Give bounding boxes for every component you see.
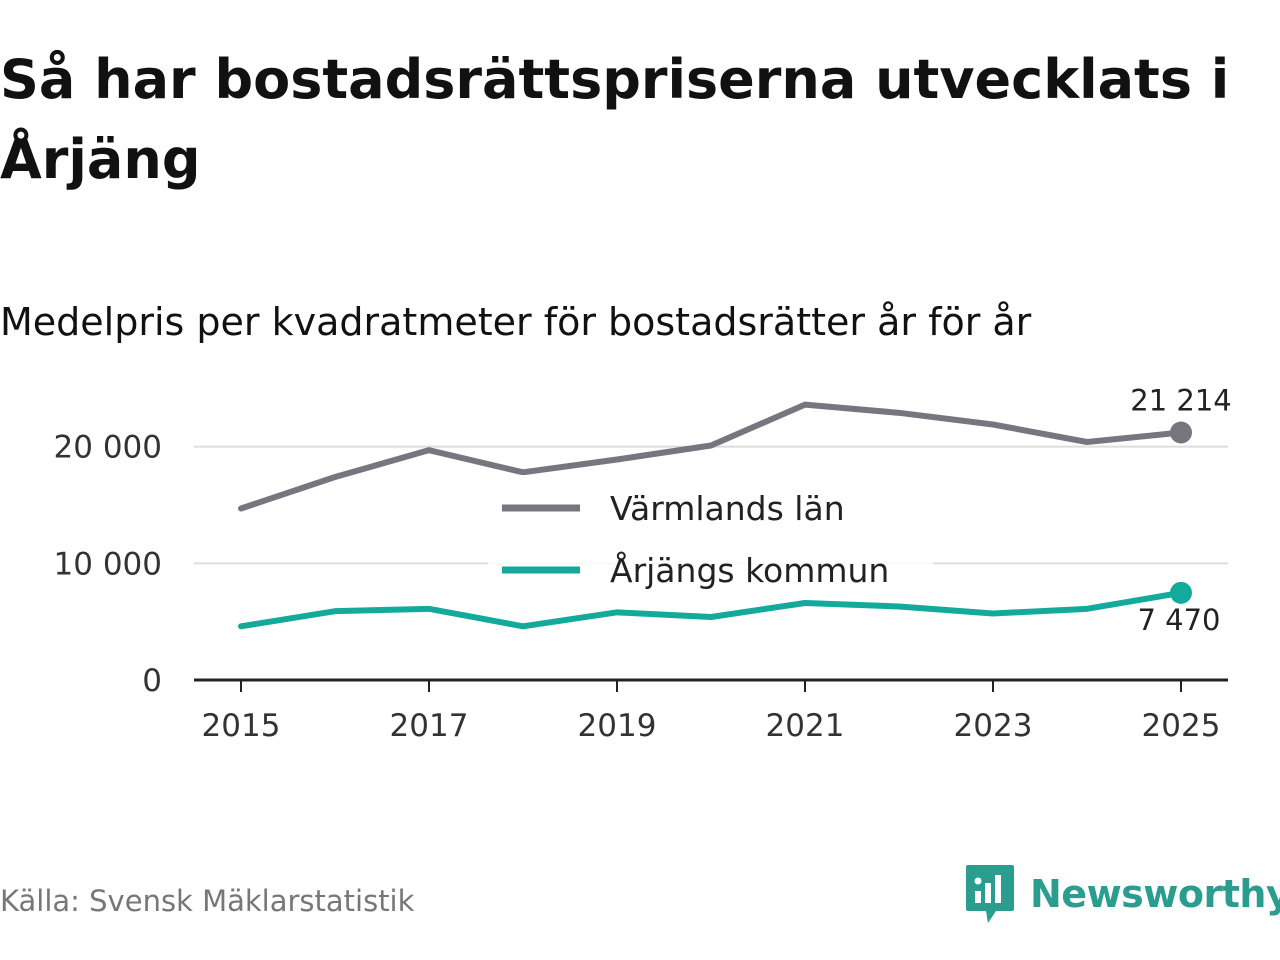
- end-label-arjangs-kommun: 7 470: [1137, 603, 1220, 637]
- newsworthy-logo-icon: [966, 865, 1014, 923]
- series-lines: [238, 401, 1192, 630]
- legend-label: Värmlands län: [610, 489, 845, 528]
- source-note: Källa: Svensk Mäklarstatistik: [0, 884, 415, 918]
- series-line-arjangs-kommun: [238, 589, 1184, 630]
- x-tick-label: 2015: [202, 708, 281, 744]
- end-label-varmlands-lan: 21 214: [1130, 384, 1231, 418]
- brand-logo: Newsworthy: [964, 862, 1280, 926]
- end-labels: 21 214 7 470: [1130, 384, 1231, 637]
- y-tick-label: 0: [142, 663, 162, 699]
- chart-subtitle: Medelpris per kvadratmeter för bostadsrä…: [0, 300, 1032, 344]
- legend-label: Årjängs kommun: [610, 550, 889, 590]
- x-tick-label: 2019: [578, 708, 657, 744]
- end-point-marker: [1170, 421, 1192, 444]
- end-point-marker: [1170, 581, 1192, 604]
- x-tick-label: 2025: [1142, 708, 1221, 744]
- series-line-varmlands-lan: [238, 401, 1184, 512]
- chart-title: Så har bostadsrättspriserna utvecklats i…: [0, 48, 1230, 191]
- x-tick-label: 2023: [954, 708, 1033, 744]
- x-tick-label: 2017: [390, 708, 469, 744]
- axes: 0 10 000 20 000 2015 2017 2019 2021 2023 2025: [54, 430, 1228, 744]
- line-chart: 0 10 000 20 000 2015 2017 2019 2021 2023 2025 Vä…: [54, 384, 1232, 744]
- brand-name: Newsworthy: [1030, 872, 1280, 916]
- y-tick-label: 20 000: [54, 430, 162, 466]
- legend: Värmlands län Årjängs kommun: [488, 475, 933, 593]
- x-tick-label: 2021: [766, 708, 845, 744]
- y-tick-label: 10 000: [54, 546, 162, 582]
